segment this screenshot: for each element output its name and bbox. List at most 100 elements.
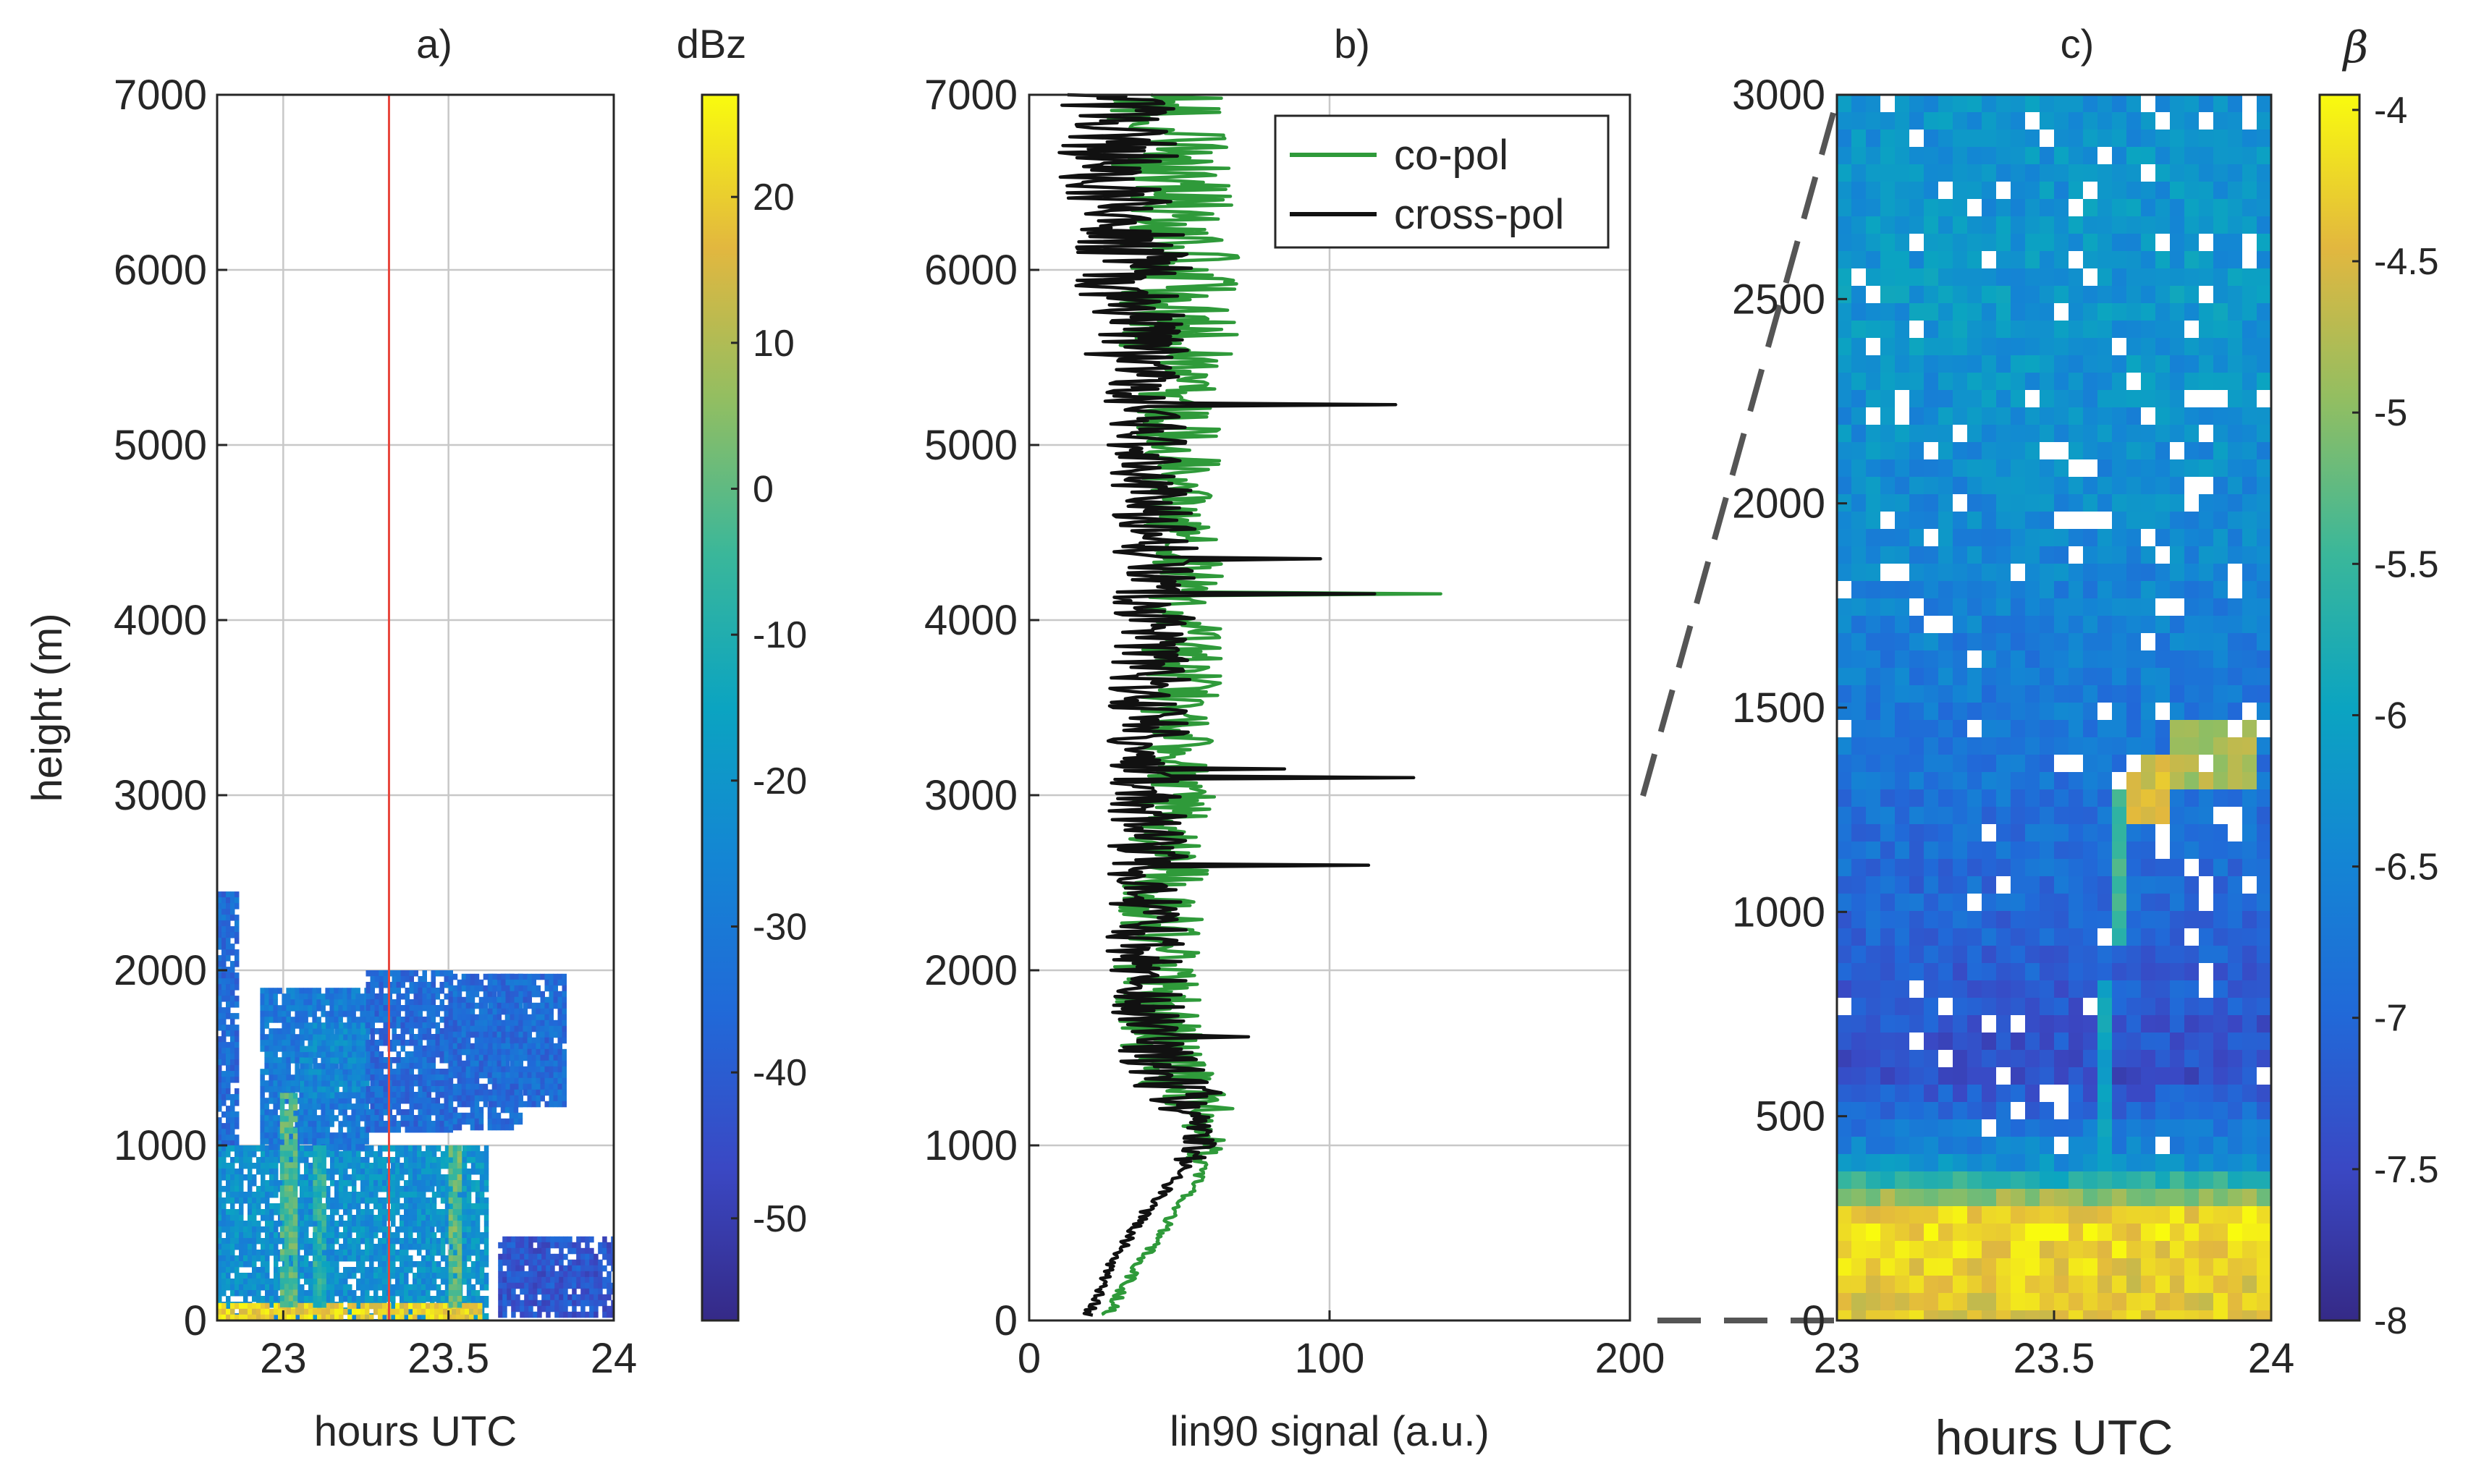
radar-echo-cell bbox=[304, 1157, 309, 1163]
radar-echo-cell bbox=[347, 1302, 352, 1310]
radar-echo-cell bbox=[461, 1043, 467, 1050]
radar-echo-cell bbox=[470, 996, 476, 1004]
radar-echo-cell bbox=[483, 1095, 489, 1102]
radar-echo-cell bbox=[465, 1302, 470, 1310]
radar-echo-cell bbox=[431, 1163, 437, 1169]
radar-echo-cell bbox=[475, 1221, 481, 1227]
radar-echo-cell bbox=[413, 1261, 418, 1268]
radar-echo-cell bbox=[382, 1145, 387, 1152]
radar-echo-cell bbox=[378, 1296, 383, 1302]
radar-echo-cell bbox=[418, 1051, 423, 1058]
backscatter-cell bbox=[2025, 112, 2040, 130]
radar-echo-cell bbox=[440, 1209, 446, 1216]
radar-echo-cell bbox=[269, 1144, 274, 1150]
radar-echo-cell bbox=[452, 1232, 458, 1239]
radar-echo-cell bbox=[226, 1244, 231, 1250]
radar-echo-cell bbox=[409, 1011, 414, 1017]
radar-echo-cell bbox=[448, 1048, 454, 1056]
radar-echo-cell bbox=[356, 1296, 361, 1302]
radar-echo-cell bbox=[474, 1072, 480, 1079]
radar-echo-cell bbox=[470, 1095, 476, 1102]
backscatter-cell bbox=[2170, 112, 2185, 130]
backscatter-cell bbox=[2054, 112, 2069, 130]
radar-echo-cell bbox=[510, 1077, 515, 1085]
radar-echo-cell bbox=[501, 1025, 506, 1033]
radar-echo-cell bbox=[347, 1103, 352, 1110]
radar-echo-cell bbox=[265, 1215, 270, 1221]
radar-echo-cell bbox=[598, 1282, 603, 1289]
radar-echo-cell bbox=[448, 985, 454, 992]
radar-echo-cell bbox=[391, 1157, 396, 1163]
radar-echo-cell bbox=[462, 1250, 468, 1256]
radar-echo-cell bbox=[260, 1080, 265, 1087]
radar-echo-cell bbox=[374, 976, 379, 983]
radar-echo-cell bbox=[347, 1314, 352, 1320]
radar-echo-cell bbox=[497, 1060, 502, 1067]
radar-echo-cell bbox=[383, 1034, 388, 1040]
radar-echo-cell bbox=[230, 1267, 235, 1273]
radar-echo-cell bbox=[321, 1169, 326, 1175]
radar-echo-cell bbox=[234, 1036, 240, 1043]
radar-echo-cell bbox=[474, 1101, 480, 1108]
radar-echo-cell bbox=[288, 1301, 294, 1307]
radar-echo-cell bbox=[339, 1180, 344, 1187]
radar-echo-cell bbox=[279, 1162, 285, 1169]
radar-echo-cell bbox=[300, 1197, 305, 1204]
radar-echo-cell bbox=[426, 1057, 431, 1064]
radar-echo-cell bbox=[461, 1083, 467, 1090]
radar-echo-cell bbox=[343, 1192, 348, 1198]
radar-echo-cell bbox=[312, 1115, 317, 1122]
radar-echo-cell bbox=[317, 1169, 322, 1175]
radar-echo-cell bbox=[317, 1074, 322, 1082]
radar-echo-cell bbox=[589, 1265, 594, 1272]
radar-echo-cell bbox=[356, 1157, 361, 1163]
radar-echo-cell bbox=[514, 979, 519, 986]
radar-echo-cell bbox=[452, 1290, 458, 1297]
radar-echo-cell bbox=[226, 1267, 231, 1273]
radar-echo-cell bbox=[391, 1250, 396, 1256]
radar-echo-cell bbox=[313, 1069, 318, 1076]
radar-echo-cell bbox=[330, 1215, 335, 1221]
radar-echo-cell bbox=[261, 1238, 266, 1245]
radar-echo-cell bbox=[221, 1284, 227, 1291]
radar-echo-cell bbox=[260, 1022, 265, 1029]
radar-echo-cell bbox=[413, 1209, 418, 1216]
radar-echo-cell bbox=[505, 1019, 510, 1027]
radar-echo-cell bbox=[226, 1117, 231, 1124]
radar-echo-cell bbox=[260, 1138, 265, 1145]
radar-echo-cell bbox=[352, 1180, 357, 1187]
radar-echo-cell bbox=[269, 1109, 274, 1116]
radar-echo-cell bbox=[515, 1242, 520, 1249]
radar-echo-cell bbox=[462, 1174, 468, 1181]
radar-echo-cell bbox=[400, 1022, 405, 1029]
radar-echo-cell bbox=[292, 1156, 298, 1163]
radar-echo-cell bbox=[321, 1069, 326, 1076]
radar-echo-cell bbox=[392, 982, 397, 988]
radar-echo-cell bbox=[234, 1180, 240, 1187]
radar-echo-cell bbox=[334, 1040, 339, 1047]
radar-echo-cell bbox=[230, 1053, 235, 1060]
radar-echo-cell bbox=[313, 1074, 318, 1082]
radar-echo-cell bbox=[505, 985, 510, 992]
radar-echo-cell bbox=[317, 1209, 322, 1216]
radar-echo-cell bbox=[457, 985, 462, 992]
radar-echo-cell bbox=[426, 1092, 431, 1098]
radar-echo-cell bbox=[217, 984, 222, 991]
radar-echo-cell bbox=[252, 1279, 257, 1285]
radar-echo-cell bbox=[520, 1271, 525, 1278]
radar-echo-cell bbox=[356, 1238, 361, 1245]
radar-echo-cell bbox=[252, 1250, 257, 1256]
radar-echo-cell bbox=[366, 982, 371, 988]
radar-echo-cell bbox=[334, 1279, 339, 1285]
radar-echo-cell bbox=[457, 991, 462, 998]
radar-echo-cell bbox=[527, 1095, 532, 1102]
radar-echo-cell bbox=[452, 1106, 458, 1114]
radar-echo-cell bbox=[261, 1261, 266, 1268]
radar-echo-cell bbox=[356, 1308, 361, 1315]
radar-echo-cell bbox=[557, 973, 562, 980]
radar-echo-cell bbox=[461, 1014, 467, 1021]
radar-echo-cell bbox=[374, 1069, 379, 1075]
radar-echo-cell bbox=[360, 1028, 366, 1035]
radar-echo-cell bbox=[470, 1106, 476, 1114]
radar-echo-cell bbox=[528, 1294, 533, 1301]
